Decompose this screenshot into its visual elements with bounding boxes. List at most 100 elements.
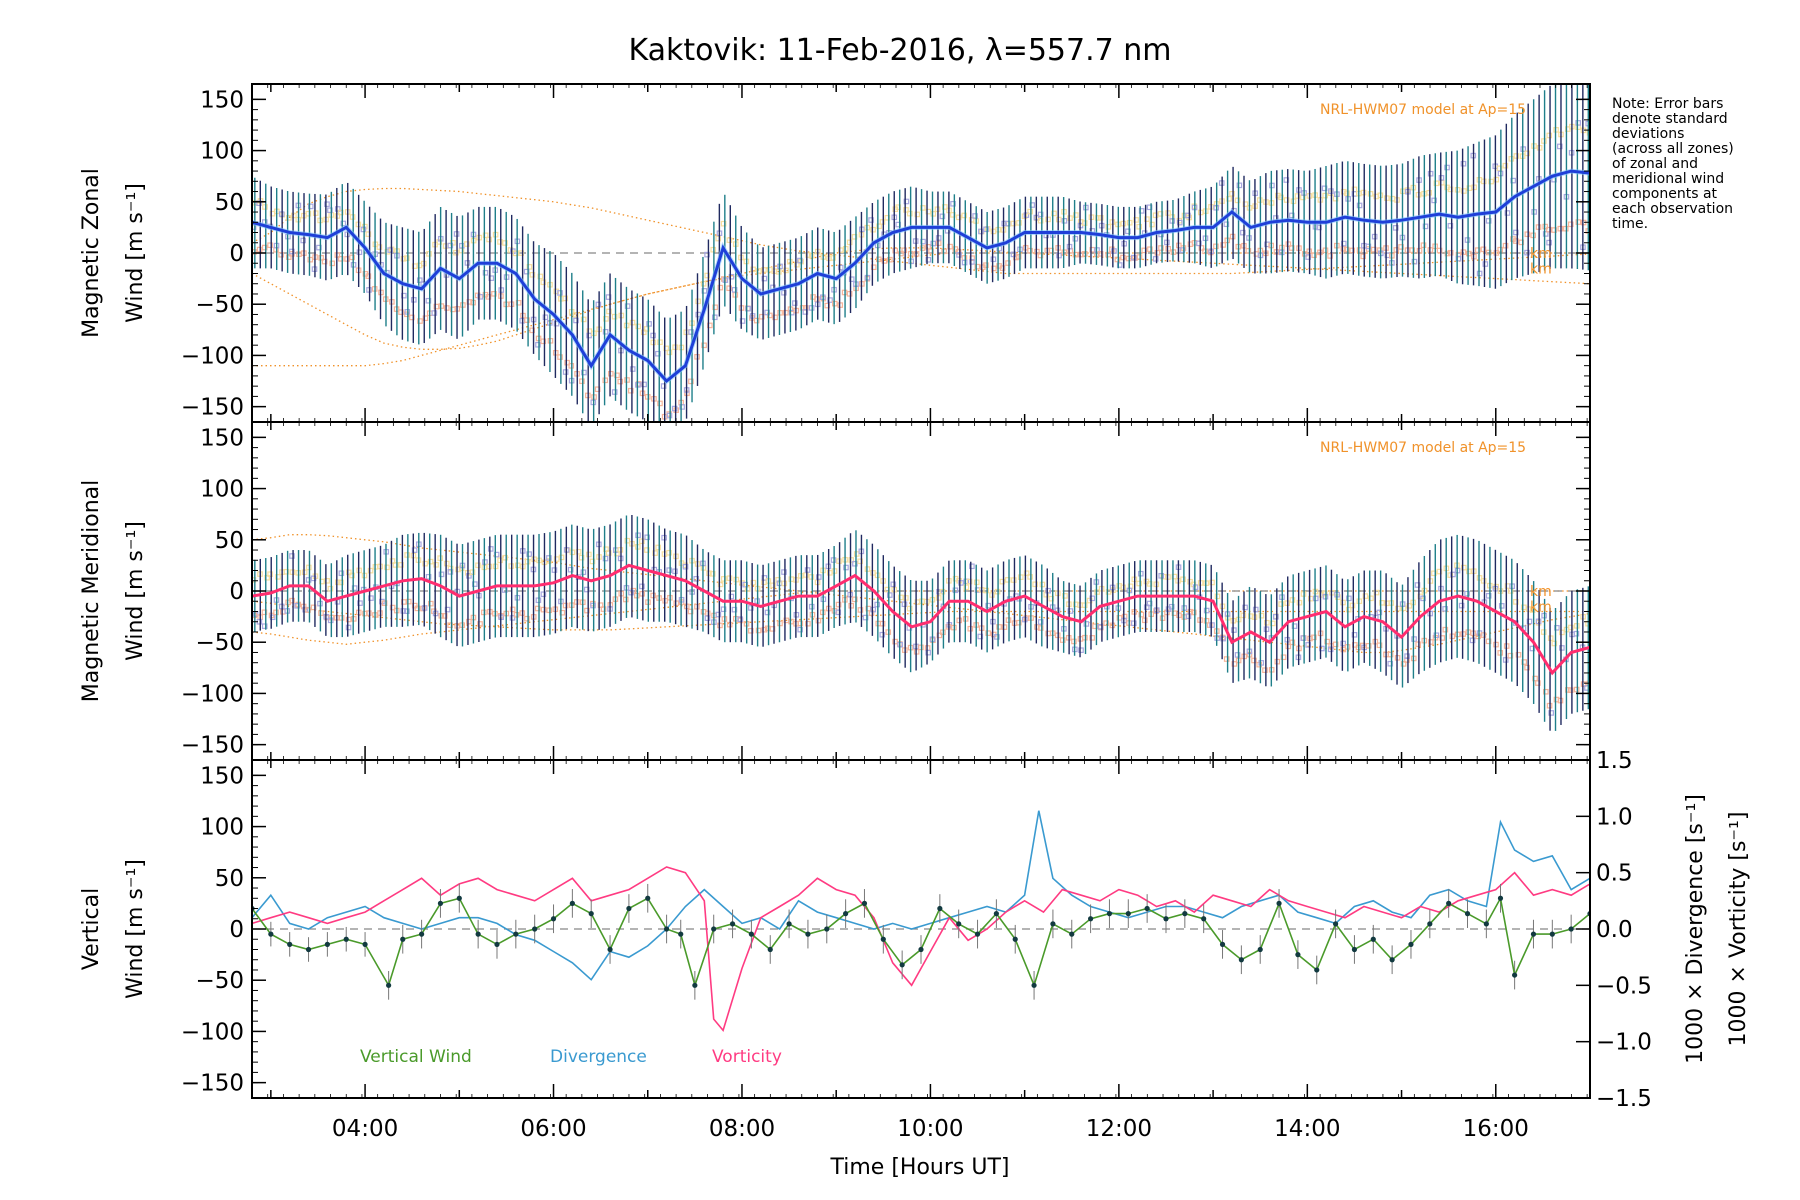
y-tick-label: −50: [195, 292, 244, 318]
zone-marker: [1442, 626, 1449, 633]
zone-marker: [1409, 247, 1416, 253]
zone-marker: [756, 268, 762, 274]
zone-marker: [1001, 624, 1008, 630]
zone-marker: [851, 234, 858, 240]
zone-marker: [1344, 190, 1350, 197]
zone-marker: [755, 627, 762, 634]
zone-marker: [936, 588, 942, 595]
zone-marker: [679, 404, 685, 410]
zone-marker: [597, 602, 604, 608]
zone-marker: [1016, 220, 1022, 226]
zone-marker: [955, 214, 962, 221]
zone-marker: [289, 553, 295, 559]
zone-marker: [991, 265, 997, 272]
zone-marker: [509, 606, 516, 613]
y-tick-label: 100: [200, 815, 244, 841]
y-tick-label: −150: [181, 733, 244, 759]
zone-marker: [947, 243, 953, 250]
zone-marker: [436, 239, 443, 245]
zone-marker: [444, 606, 451, 613]
zone-marker: [310, 575, 317, 582]
zone-marker: [1466, 250, 1472, 257]
y-tick-label: 50: [215, 528, 244, 554]
zone-marker: [805, 252, 812, 258]
zone-marker: [639, 590, 645, 597]
zone-marker: [1450, 571, 1456, 578]
zone-marker: [1312, 595, 1319, 602]
zone-marker: [617, 378, 624, 385]
zone-marker: [509, 615, 516, 621]
zone-marker: [903, 198, 910, 205]
zone-marker: [305, 607, 311, 613]
zone-marker: [1395, 605, 1401, 612]
zone-marker: [879, 631, 886, 638]
zone-marker: [876, 223, 882, 230]
zone-marker: [704, 615, 711, 622]
zone-marker: [711, 314, 718, 321]
zone-marker: [963, 578, 970, 585]
vertical-wind-point: [678, 931, 684, 937]
zone-marker: [289, 597, 295, 604]
zone-marker: [261, 244, 268, 251]
zone-marker: [852, 596, 858, 603]
x-tick-label: 04:00: [332, 1116, 398, 1142]
zone-marker: [362, 223, 368, 230]
zone-marker: [1554, 624, 1560, 631]
zone-marker: [1368, 595, 1374, 602]
zone-marker: [417, 318, 423, 324]
zone-marker: [1427, 639, 1434, 645]
zone-marker: [652, 550, 658, 556]
zone-marker: [1535, 680, 1541, 686]
note-line: (across all zones): [1612, 141, 1734, 157]
zone-marker: [1475, 633, 1482, 640]
zone-marker: [575, 548, 582, 555]
zone-marker: [1273, 614, 1279, 620]
zone-marker: [1289, 597, 1296, 603]
vertical-wind-point: [305, 946, 312, 953]
zone-marker: [985, 630, 991, 636]
zone-marker: [1067, 608, 1074, 614]
zone-marker: [1027, 247, 1033, 254]
vertical-wind-point: [899, 962, 905, 968]
zone-marker: [594, 386, 601, 393]
y-tick-label: 150: [200, 425, 244, 451]
zone-marker: [1231, 627, 1237, 633]
zone-marker: [1458, 602, 1465, 609]
zone-marker: [824, 302, 831, 309]
note-line: Note: Error bars: [1612, 96, 1723, 112]
zone-marker: [559, 609, 566, 616]
zone-marker: [321, 258, 328, 265]
legend-entry: Divergence: [550, 1047, 647, 1067]
zone-marker: [907, 210, 913, 217]
zone-marker: [1524, 150, 1531, 157]
zone-marker: [1376, 609, 1383, 616]
zone-marker: [1526, 618, 1533, 625]
y-tick-label: 0: [229, 241, 244, 267]
zone-marker: [1083, 621, 1090, 627]
zone-marker: [351, 585, 358, 591]
zone-marker: [567, 566, 574, 573]
plot-area-vertical: [252, 810, 1590, 1033]
vertical-wind-point: [1483, 921, 1489, 927]
vertical-wind-point: [663, 926, 670, 932]
zone-marker: [256, 200, 262, 206]
zone-marker: [1436, 247, 1443, 254]
zone-marker: [764, 309, 770, 316]
zone-marker: [1365, 243, 1372, 250]
zone-marker: [1125, 228, 1131, 235]
zone-marker: [761, 575, 768, 581]
zone-marker: [1513, 153, 1520, 159]
zone-marker: [759, 313, 765, 320]
zone-marker: [1422, 223, 1429, 230]
note-line: meridional wind: [1612, 171, 1724, 187]
zone-marker: [712, 304, 718, 311]
zone-marker: [1136, 223, 1143, 230]
zone-marker: [857, 558, 863, 565]
zone-marker: [269, 614, 276, 621]
zone-marker: [365, 231, 372, 237]
zone-marker: [1496, 165, 1503, 172]
zone-marker: [1349, 602, 1356, 609]
zone-marker: [1242, 604, 1248, 611]
zone-marker: [919, 245, 926, 251]
zone-marker: [1143, 604, 1150, 610]
